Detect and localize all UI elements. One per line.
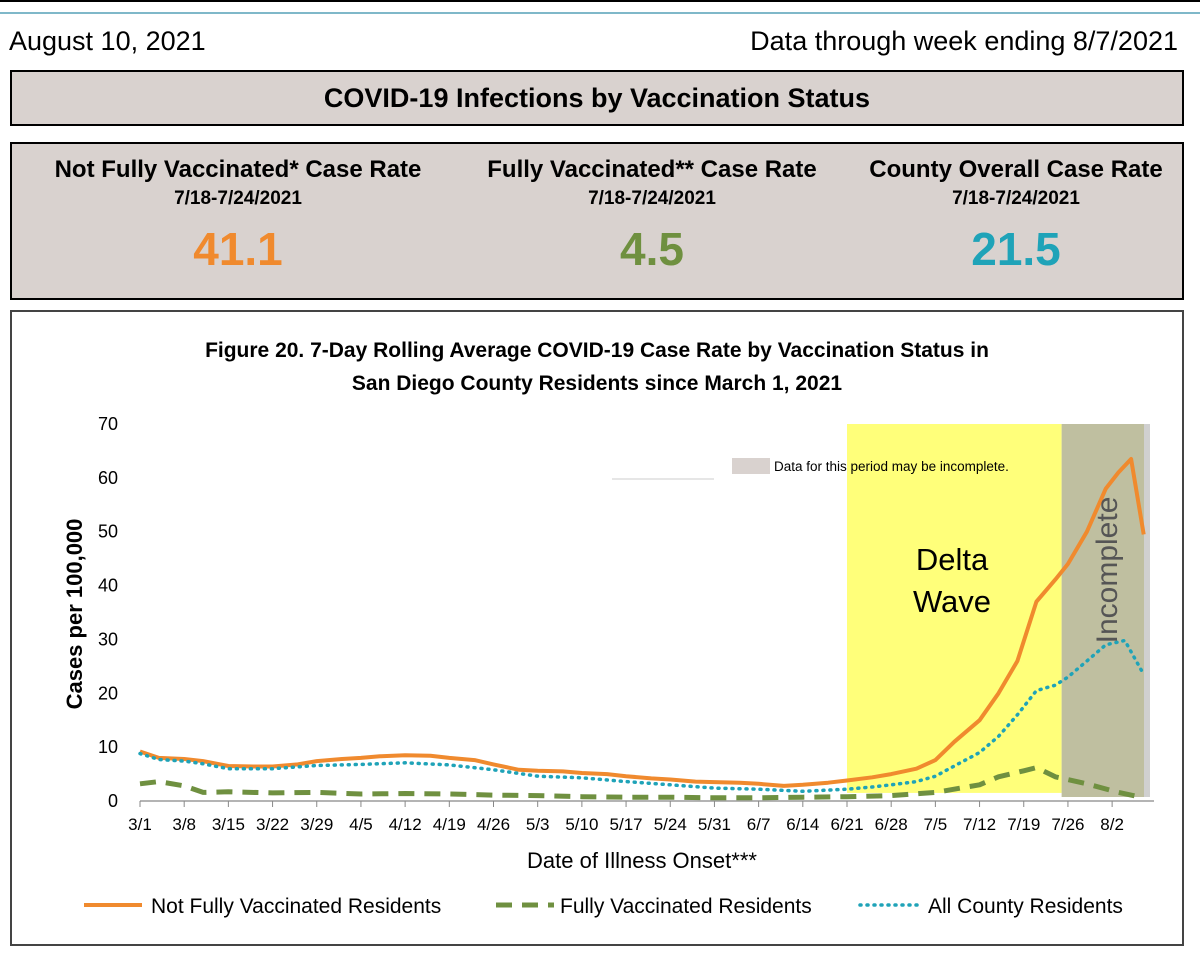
chart-annotations: Delta Wave Incomplete Data for this period … bbox=[612, 458, 1124, 643]
stat-value: 21.5 bbox=[971, 223, 1061, 275]
x-tick-label: 7/12 bbox=[963, 815, 996, 834]
x-tick-label: 5/24 bbox=[654, 815, 687, 834]
x-tick-label: 3/29 bbox=[300, 815, 333, 834]
stat-not-fully-vaccinated: Not Fully Vaccinated* Case Rate 7/18-7/2… bbox=[48, 156, 428, 276]
y-tick-label: 40 bbox=[98, 576, 118, 596]
stat-range: 7/18-7/24/2021 bbox=[952, 188, 1080, 209]
top-rule bbox=[0, 12, 1200, 14]
stat-label: County Overall Case Rate bbox=[869, 156, 1163, 183]
y-tick-label: 10 bbox=[98, 737, 118, 757]
y-tick-label: 70 bbox=[98, 414, 118, 434]
series-line-all-county-residents bbox=[138, 638, 1146, 794]
top-border bbox=[0, 0, 1200, 2]
series-line-fully-vaccinated-residents bbox=[139, 765, 1145, 801]
y-tick-label: 30 bbox=[98, 629, 118, 649]
chart-container: Figure 20. 7-Day Rolling Average COVID-1… bbox=[10, 310, 1184, 946]
x-tick-label: 5/10 bbox=[565, 815, 598, 834]
legend-label: All County Residents bbox=[928, 895, 1123, 918]
x-tick-label: 8/2 bbox=[1100, 815, 1124, 834]
delta-wave-label: Wave bbox=[913, 584, 991, 619]
stat-label: Not Fully Vaccinated* Case Rate bbox=[54, 156, 422, 183]
series-lines bbox=[138, 457, 1146, 801]
stat-label: Fully Vaccinated** Case Rate bbox=[487, 156, 817, 183]
incomplete-note: Data for this period may be incomplete. bbox=[774, 459, 1009, 474]
x-tick-label: 7/26 bbox=[1051, 815, 1084, 834]
x-tick-label: 3/8 bbox=[172, 815, 196, 834]
y-tick-label: 50 bbox=[98, 522, 118, 542]
chart-axes: 0 10 20 30 40 50 60 70 3/1 3/8 3/15 3/22 3/29 4/5 4/12… bbox=[98, 414, 1154, 834]
delta-wave-band bbox=[847, 424, 1062, 793]
series-line-not-fully-vaccinated-residents bbox=[139, 457, 1146, 788]
data-through-date: Data through week ending 8/7/2021 bbox=[750, 26, 1178, 56]
x-tick-label: 5/3 bbox=[526, 815, 550, 834]
incomplete-band-edge bbox=[1144, 424, 1150, 797]
x-tick-label: 3/15 bbox=[212, 815, 245, 834]
y-tick-label: 60 bbox=[98, 468, 118, 488]
stat-value: 4.5 bbox=[620, 223, 684, 275]
x-tick-label: 6/7 bbox=[747, 815, 771, 834]
x-tick-label: 6/21 bbox=[830, 815, 863, 834]
stat-fully-vaccinated: Fully Vaccinated** Case Rate 7/18-7/24/2… bbox=[462, 156, 842, 276]
banner-title-text: COVID-19 Infections by Vaccination Statu… bbox=[323, 82, 871, 113]
x-tick-label: 4/19 bbox=[433, 815, 466, 834]
x-tick-label: 5/31 bbox=[698, 815, 731, 834]
delta-wave-label: Delta bbox=[916, 542, 989, 577]
x-tick-label: 7/5 bbox=[924, 815, 948, 834]
x-tick-label: 7/19 bbox=[1007, 815, 1040, 834]
chart-title-line2: San Diego County Residents since March 1… bbox=[352, 372, 842, 395]
banner-title: COVID-19 Infections by Vaccination Statu… bbox=[10, 70, 1184, 126]
x-axis-label: Date of Illness Onset*** bbox=[527, 848, 757, 873]
incomplete-note-swatch bbox=[732, 458, 770, 474]
x-tick-label: 3/22 bbox=[256, 815, 289, 834]
chart-title-line1: Figure 20. 7-Day Rolling Average COVID-1… bbox=[205, 339, 989, 362]
y-axis-label: Cases per 100,000 bbox=[62, 519, 87, 710]
legend-label: Not Fully Vaccinated Residents bbox=[151, 895, 441, 918]
stat-value: 41.1 bbox=[193, 223, 283, 275]
x-tick-label: 4/12 bbox=[389, 815, 422, 834]
y-tick-label: 20 bbox=[98, 683, 118, 703]
y-tick-label: 0 bbox=[108, 791, 118, 811]
legend-label: Fully Vaccinated Residents bbox=[560, 895, 812, 918]
stats-panel: Not Fully Vaccinated* Case Rate 7/18-7/2… bbox=[10, 142, 1184, 300]
line-chart: Figure 20. 7-Day Rolling Average COVID-1… bbox=[62, 339, 1154, 918]
x-tick-label: 4/26 bbox=[477, 815, 510, 834]
x-tick-label: 6/14 bbox=[786, 815, 819, 834]
x-tick-label: 3/1 bbox=[128, 815, 152, 834]
x-tick-label: 6/28 bbox=[875, 815, 908, 834]
x-tick-label: 4/5 bbox=[349, 815, 373, 834]
x-tick-label: 5/17 bbox=[610, 815, 643, 834]
stat-county-overall: County Overall Case Rate 7/18-7/24/2021 … bbox=[826, 156, 1200, 276]
report-date: August 10, 2021 bbox=[9, 26, 206, 56]
incomplete-label: Incomplete bbox=[1091, 497, 1124, 644]
chart-legend: Not Fully Vaccinated Residents Fully Vacc… bbox=[84, 895, 1123, 918]
stat-range: 7/18-7/24/2021 bbox=[174, 188, 302, 209]
stat-range: 7/18-7/24/2021 bbox=[588, 188, 716, 209]
